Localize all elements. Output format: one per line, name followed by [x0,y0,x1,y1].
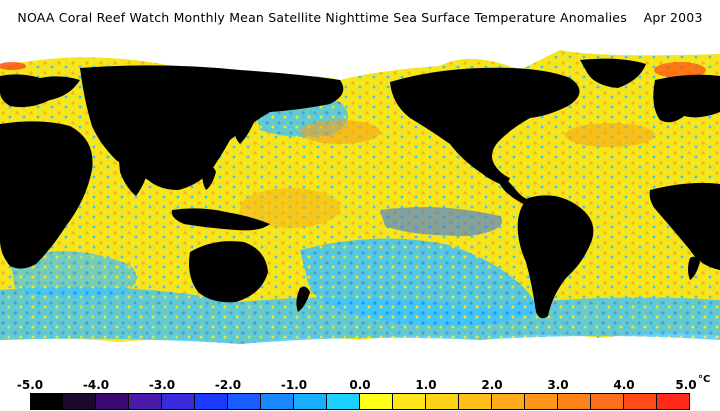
equatorial-pacific-cool [380,207,502,236]
new-zealand [296,286,310,312]
scale-label: 0.0 [349,378,371,392]
colorbar-swatch [591,393,624,410]
sst-anomaly-map [0,40,720,370]
north-america [390,67,580,186]
world-map-svg [0,40,720,370]
scale-label: 5.0 [675,378,697,392]
colorbar-swatch [393,393,426,410]
colorbar-swatch [426,393,459,410]
scale-label: 2.0 [481,378,503,392]
arctic-warm-spot [654,62,706,78]
greenland [580,58,646,88]
nw-warm-spot [0,62,26,70]
colorbar-swatch [96,393,129,410]
philippines [202,164,216,190]
south-america [517,195,594,319]
scale-unit: °C [698,374,711,385]
color-scale: -5.0 -4.0 -3.0 -2.0 -1.0 0.0 1.0 2.0 3.0… [0,374,720,411]
europe [653,74,720,123]
colorbar-swatch [525,393,558,410]
japan [234,119,254,144]
scale-label: -1.0 [280,378,308,392]
colorbar [30,393,690,410]
africa [0,121,93,269]
map-title: NOAA Coral Reef Watch Monthly Mean Satel… [17,10,703,25]
colorbar-swatch [129,393,162,410]
australia [189,241,268,303]
africa-east [649,182,720,270]
scale-label: -5.0 [16,378,44,392]
colorbar-swatch [63,393,96,410]
indonesia [171,208,270,231]
colorbar-swatch [624,393,657,410]
scale-label: 3.0 [547,378,569,392]
indian-ocean-cool-zone [10,251,137,299]
colorbar-swatch [360,393,393,410]
scale-label: -3.0 [148,378,176,392]
colorbar-swatch [657,393,690,410]
india [118,149,150,196]
colorbar-swatch [459,393,492,410]
madagascar [688,256,700,280]
colorbar-swatch [558,393,591,410]
scale-label: 4.0 [613,378,635,392]
southern-ocean-cool-band [0,286,720,344]
colorbar-swatch [30,393,63,410]
north-pacific-warm-spot [300,120,380,144]
colorbar-swatch [294,393,327,410]
arctic-ice [0,40,720,86]
colorbar-swatch [261,393,294,410]
colorbar-swatch [492,393,525,410]
antarctic-ice [0,333,720,370]
colorbar-swatch [327,393,360,410]
colorbar-swatch [195,393,228,410]
scale-label: 1.0 [415,378,437,392]
colorbar-swatch [228,393,261,410]
west-pacific-warm-spot [240,188,340,228]
europe-west-edge [0,74,80,108]
atlantic-warm-spot [565,123,655,147]
scale-label: -2.0 [214,378,242,392]
colorbar-swatch [162,393,195,410]
scale-label: -4.0 [82,378,110,392]
central-america [496,170,530,206]
